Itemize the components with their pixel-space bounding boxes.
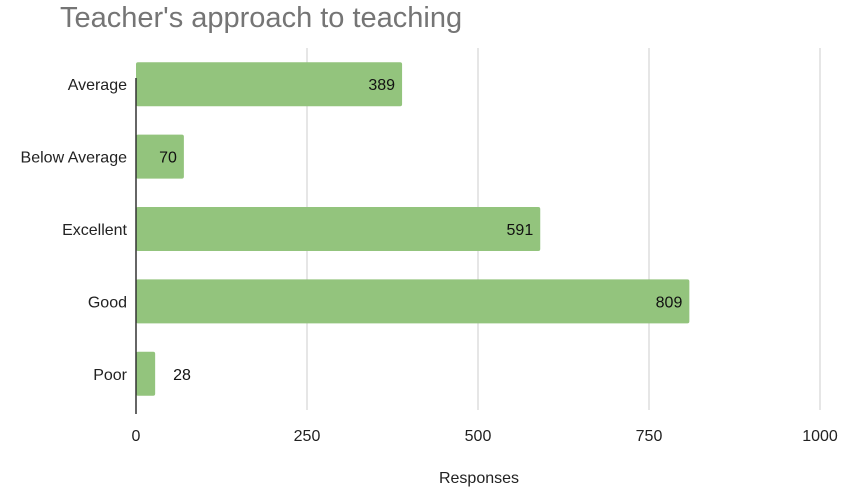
chart-title: Teacher's approach to teaching bbox=[60, 2, 463, 34]
category-labels: Average Below Average Excellent Good Poor bbox=[21, 77, 128, 384]
x-tick-label: 0 bbox=[132, 428, 141, 445]
x-tick-label: 500 bbox=[465, 428, 492, 445]
data-label: 389 bbox=[368, 77, 395, 94]
bar bbox=[136, 207, 541, 251]
x-tick-label: 1000 bbox=[802, 428, 838, 445]
bar bbox=[136, 62, 403, 107]
tick-labels: 0 250 500 750 1000 bbox=[132, 428, 838, 445]
bars bbox=[136, 62, 690, 396]
category-label: Average bbox=[68, 77, 127, 94]
data-labels: 389 70 591 809 28 bbox=[159, 77, 682, 384]
category-label: Excellent bbox=[62, 222, 127, 239]
x-axis-title: Responses bbox=[439, 470, 519, 487]
x-tick-label: 250 bbox=[294, 428, 321, 445]
data-label: 809 bbox=[656, 294, 683, 311]
category-label: Good bbox=[88, 294, 127, 311]
data-label: 70 bbox=[159, 150, 177, 167]
bar bbox=[136, 134, 184, 179]
data-label: 28 bbox=[173, 367, 191, 384]
category-label: Poor bbox=[93, 367, 127, 384]
bar bbox=[136, 351, 156, 396]
category-label: Below Average bbox=[21, 150, 128, 167]
bar bbox=[136, 279, 690, 324]
x-tick-label: 750 bbox=[636, 428, 663, 445]
data-label: 591 bbox=[507, 222, 534, 239]
